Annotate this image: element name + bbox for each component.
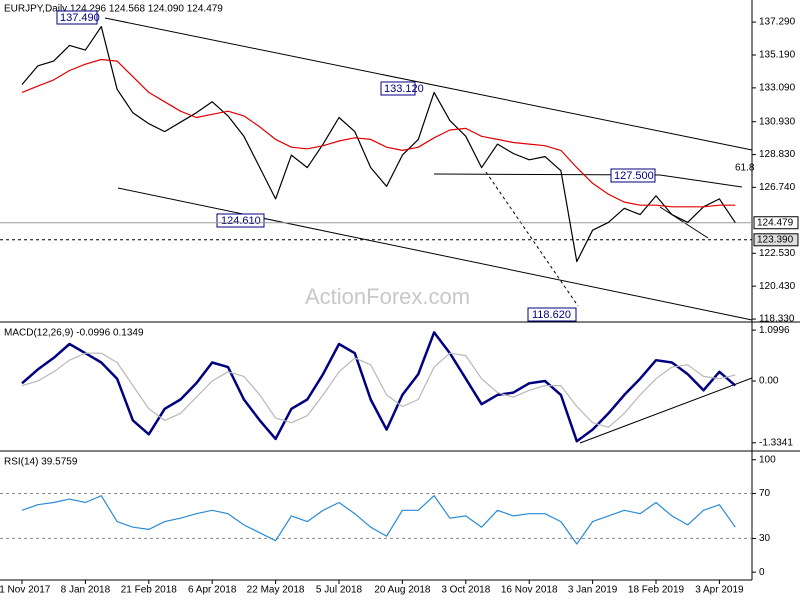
annotation: 137.490 (60, 12, 100, 24)
x-tick-label: 21 Feb 2018 (121, 585, 178, 596)
annotation: 118.620 (532, 309, 571, 321)
y-tick-label: 135.190 (759, 50, 796, 61)
y-tick-label: 1.0996 (759, 325, 790, 336)
series-line (21, 58, 736, 208)
annotation: 61.8 (735, 163, 755, 174)
series-line (21, 495, 736, 545)
y-tick-label: 118.330 (759, 314, 795, 325)
y-tick-label: 70 (759, 488, 771, 499)
x-tick-label: 3 Oct 2018 (441, 585, 490, 596)
x-tick-label: 5 Jul 2018 (316, 585, 363, 596)
y-tick-label: 100 (759, 454, 776, 465)
y-tick-label: 0 (759, 567, 765, 578)
y-tick-label: 122.530 (759, 248, 796, 259)
level-box (753, 216, 799, 230)
x-tick-label: 3 Jan 2019 (568, 585, 618, 596)
chart-title: EURJPY,Daily 124.296 124.568 124.090 124… (4, 4, 223, 15)
x-tick-label: 3 Apr 2019 (695, 585, 744, 596)
trend-line (579, 377, 753, 444)
trend-line (117, 187, 753, 321)
annotation-box (527, 307, 577, 322)
x-tick-label: 20 Aug 2018 (374, 585, 431, 596)
annotation: 127.500 (614, 170, 654, 182)
level-label: 123.390 (757, 234, 794, 245)
y-tick-label: 137.290 (759, 17, 796, 28)
annotation-box (380, 81, 416, 96)
series-line (21, 331, 737, 443)
x-tick-label: 21 Nov 2017 (0, 585, 51, 596)
x-tick-label: 8 Jan 2018 (61, 585, 111, 596)
panel-title: MACD(12,26,9) -0.0996 0.1349 (4, 328, 144, 339)
panel-title: RSI(14) 39.5759 (4, 457, 78, 468)
y-tick-label: 133.090 (759, 83, 796, 94)
annotation: 124.610 (221, 215, 261, 227)
y-tick-label: 128.830 (759, 149, 796, 160)
y-tick-label: 120.430 (759, 281, 796, 292)
y-tick-label: 126.740 (759, 182, 796, 193)
trend-line (659, 174, 743, 188)
annotation-box (610, 168, 656, 183)
annotation-box (216, 213, 265, 228)
y-tick-label: -1.3341 (759, 437, 793, 448)
x-tick-label: 16 Nov 2018 (501, 585, 558, 596)
x-tick-label: 22 May 2018 (247, 585, 305, 596)
x-tick-label: 18 Feb 2019 (628, 585, 685, 596)
annotation: 133.120 (384, 83, 424, 95)
level-label: 124.479 (757, 217, 794, 228)
annotation-box (56, 10, 98, 25)
series-line (21, 26, 736, 263)
level-box (753, 233, 799, 247)
trend-line (104, 17, 753, 151)
series-line (21, 352, 736, 428)
y-tick-label: 0.00 (759, 376, 779, 387)
watermark: ActionForex.com (305, 284, 470, 309)
y-tick-label: 130.930 (759, 116, 796, 127)
y-tick-label: 30 (759, 533, 771, 544)
x-tick-label: 6 Apr 2018 (188, 585, 237, 596)
